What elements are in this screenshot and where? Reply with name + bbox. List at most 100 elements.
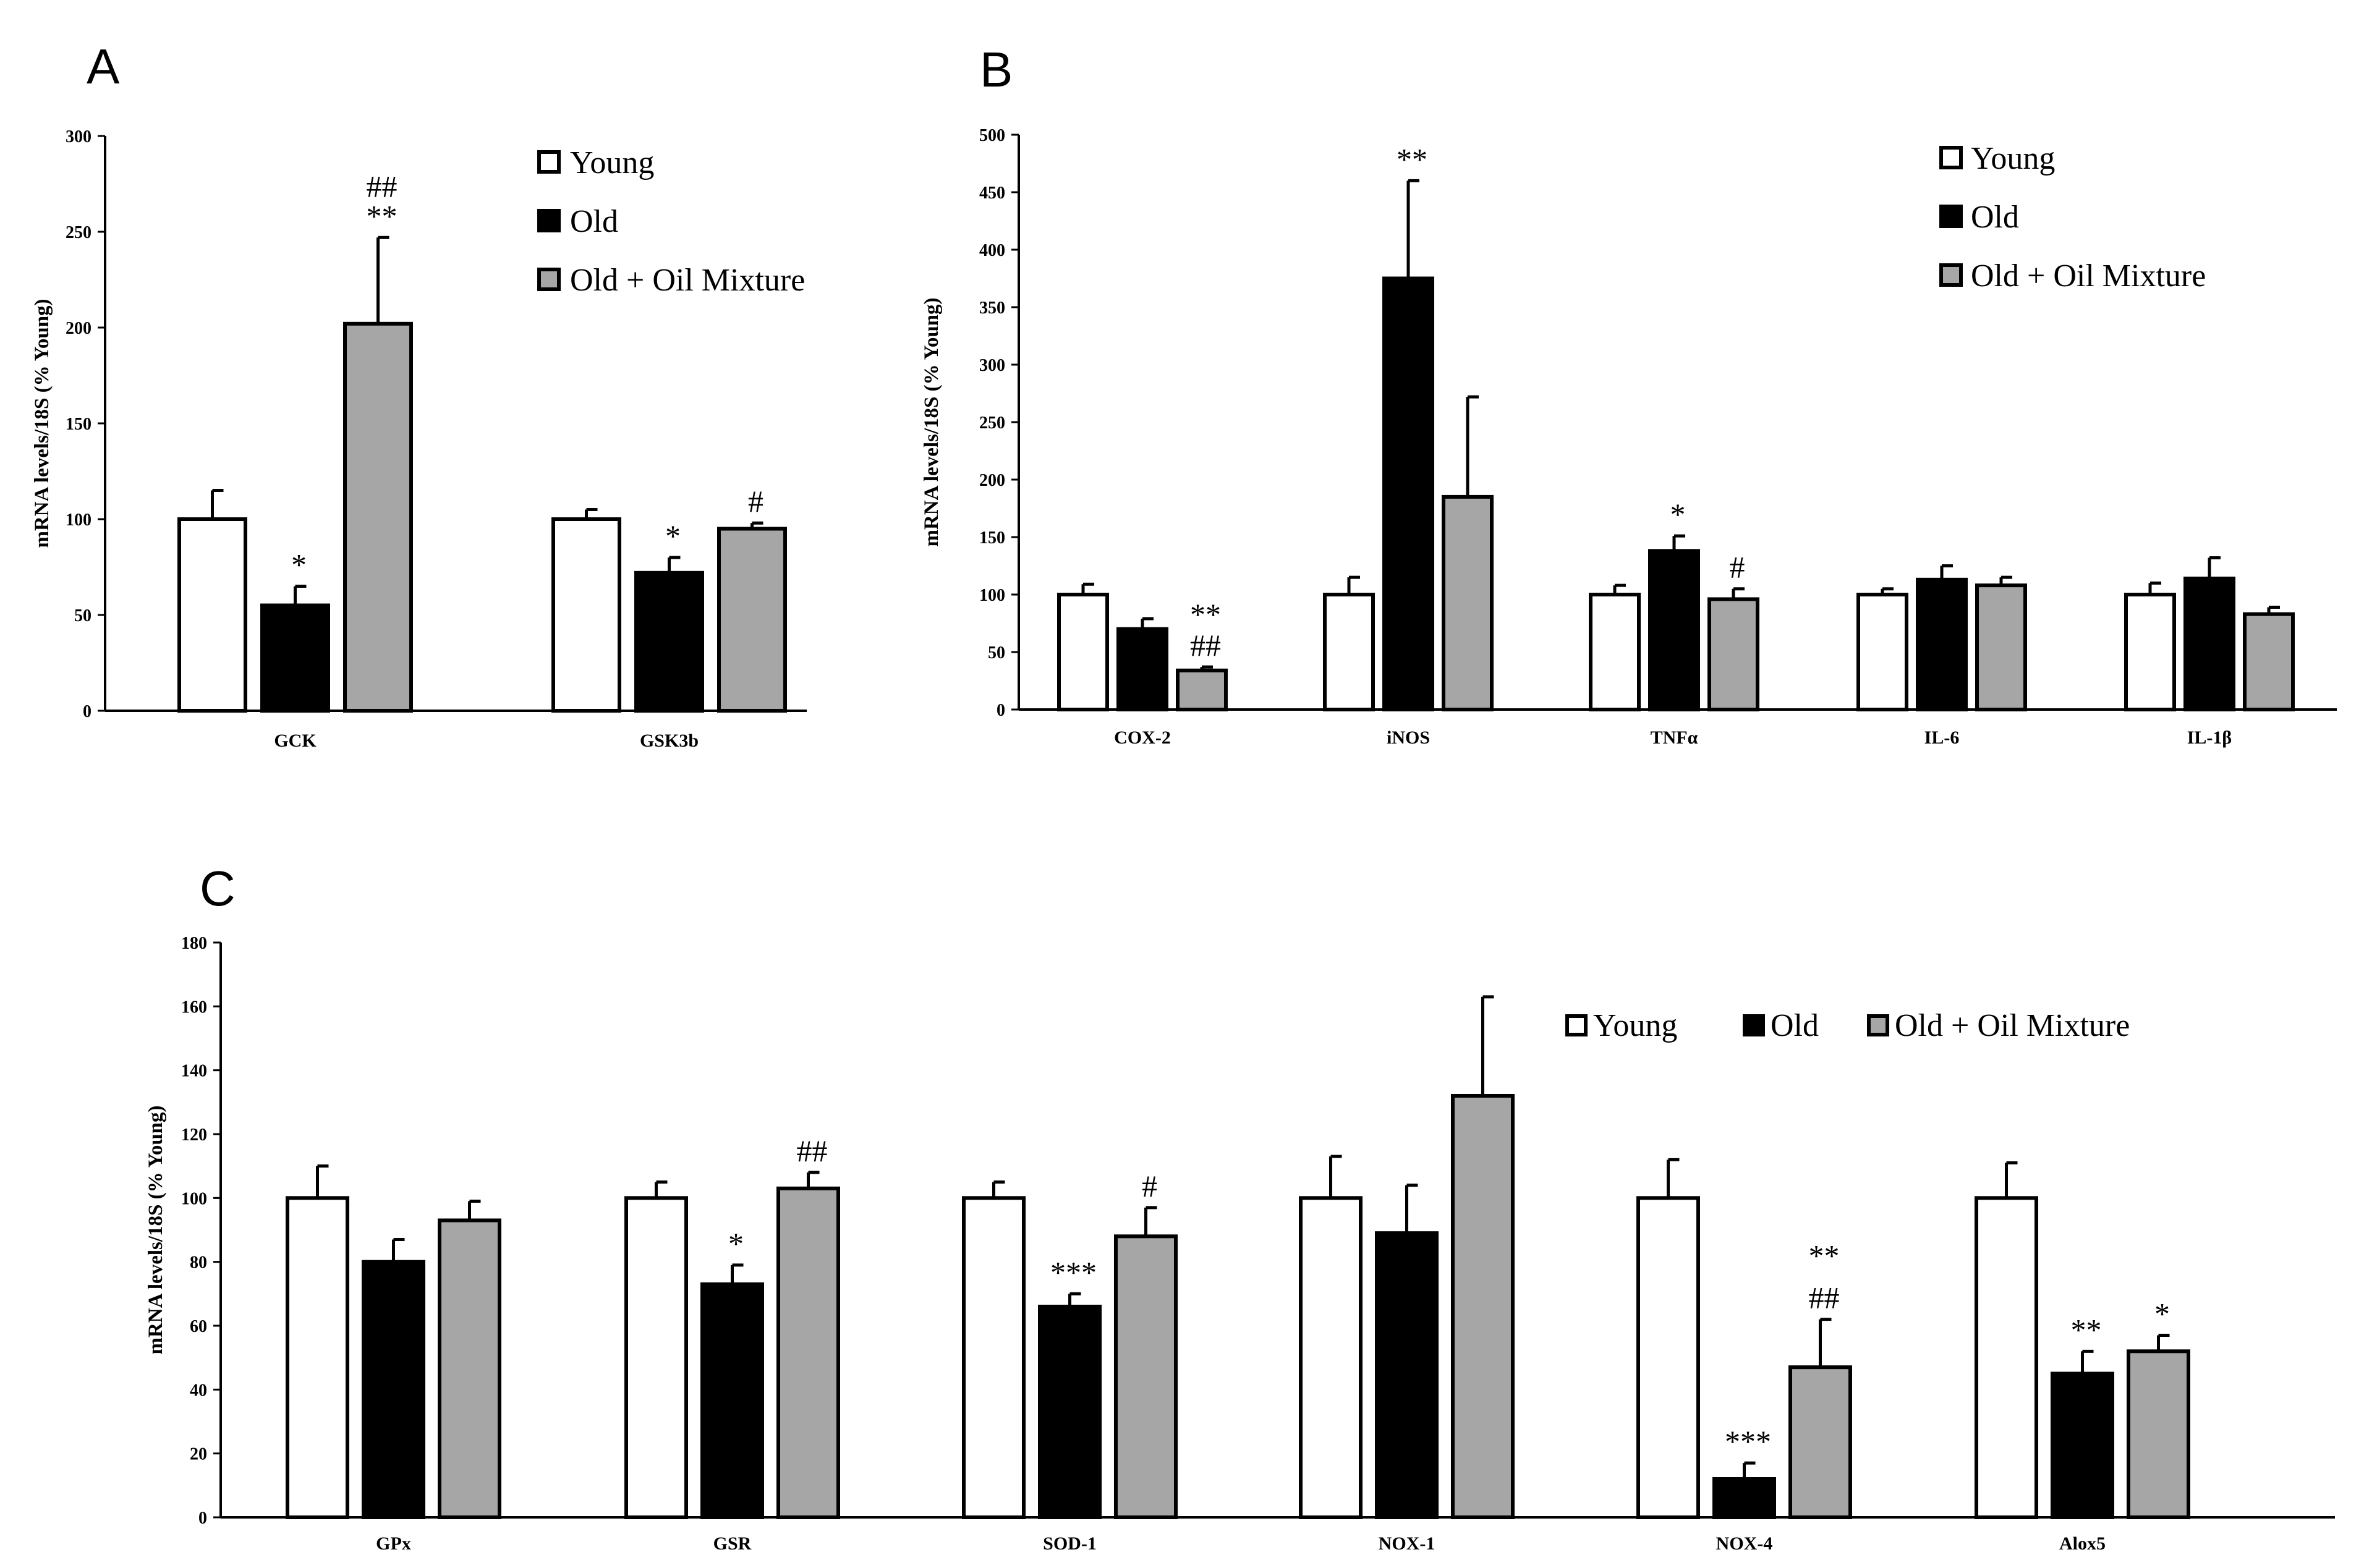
- bar-old-oil-mixture-gsr: [776, 1186, 840, 1520]
- y-tick-label: 300: [979, 356, 1005, 375]
- y-tick-label: 50: [74, 606, 91, 625]
- bar-old-il-1-: [2183, 576, 2235, 712]
- bar-old-gck: [260, 603, 330, 713]
- bar-young-il-6: [1856, 593, 1908, 711]
- significance-marker: ##: [797, 1134, 828, 1168]
- significance-marker: *: [665, 519, 681, 553]
- y-tick-label: 100: [979, 586, 1005, 605]
- significance-marker: ##: [1809, 1281, 1840, 1315]
- y-tick-label: 200: [66, 319, 91, 338]
- bar-young-gpx: [286, 1196, 349, 1520]
- y-tick-label: 150: [66, 415, 91, 434]
- legend-label: Young: [1971, 141, 2055, 176]
- y-tick-label: 150: [979, 528, 1005, 548]
- significance-marker: #: [1142, 1169, 1157, 1203]
- significance-marker: *: [2154, 1297, 2170, 1331]
- y-tick-label: 160: [181, 998, 207, 1017]
- bar-old-oil-mixture-sod-1: [1114, 1234, 1178, 1520]
- x-tick-label: GCK: [274, 731, 317, 751]
- significance-marker: ***: [1050, 1255, 1097, 1289]
- bar-old-gpx: [362, 1260, 425, 1519]
- bar-young-gck: [177, 517, 247, 713]
- bar-old-oil-mixture-nox-1: [1451, 1094, 1515, 1519]
- x-tick-label: GSK3b: [640, 731, 699, 751]
- x-tick-label: iNOS: [1387, 727, 1430, 748]
- bar-old-inos: [1382, 276, 1434, 711]
- y-tick-label: 80: [190, 1253, 207, 1273]
- legend-swatch-young: [1939, 146, 1963, 169]
- y-tick-label: 60: [190, 1317, 207, 1336]
- bar-young-nox-1: [1299, 1196, 1363, 1520]
- y-tick-label: 500: [979, 126, 1005, 145]
- legend-label: Young: [1593, 1008, 1677, 1043]
- y-tick-label: 400: [979, 241, 1005, 260]
- bar-old-nox-1: [1375, 1231, 1439, 1519]
- bar-old-sod-1: [1038, 1305, 1102, 1519]
- y-tick-label: 0: [997, 701, 1005, 720]
- y-tick-label: 120: [181, 1125, 207, 1145]
- x-tick-label: Alox5: [2059, 1533, 2106, 1554]
- legend: Young Old Old + Oil Mixture: [1939, 141, 2206, 294]
- significance-marker: **: [2071, 1312, 2102, 1347]
- bar-old-oil-mixture-il-1-: [2243, 612, 2295, 711]
- y-tick-label: 100: [66, 511, 91, 530]
- legend-swatch-old-oil-mixture: [1939, 263, 1963, 287]
- y-tick-label: 450: [979, 184, 1005, 203]
- significance-marker: ***: [1725, 1424, 1771, 1459]
- bar-young-gsr: [624, 1196, 688, 1520]
- significance-marker: **: [1809, 1239, 1840, 1273]
- legend-swatch-young: [537, 150, 561, 174]
- significance-marker: #: [748, 484, 763, 519]
- bar-old-cox-2: [1116, 627, 1168, 711]
- y-tick-label: 40: [190, 1381, 207, 1400]
- bar-young-il-1-: [2124, 593, 2176, 711]
- significance-marker: *: [1670, 497, 1686, 532]
- y-tick-label: 250: [66, 223, 91, 242]
- x-tick-label: COX-2: [1114, 727, 1171, 748]
- legend-swatch-old-oil-mixture: [537, 268, 561, 291]
- x-tick-label: NOX-1: [1379, 1533, 1435, 1554]
- legend: Young Old Old + Oil Mixture: [1565, 1008, 2130, 1043]
- legend-swatch-old: [1743, 1014, 1765, 1036]
- x-tick-label: IL-6: [1924, 727, 1960, 748]
- chart-panel-a: 0 50 100 150 200 250 300 mRNA levels/18S (% You…: [31, 127, 807, 751]
- legend-label: Old: [570, 204, 618, 239]
- bar-old-oil-mixture-il-6: [1975, 583, 2027, 711]
- bar-old-oil-mixture-cox-2: [1176, 668, 1228, 712]
- bar-old-gsr: [700, 1282, 764, 1519]
- y-tick-label: 100: [181, 1189, 207, 1208]
- legend-swatch-old: [1939, 205, 1963, 228]
- panel-label-b: B: [980, 42, 1013, 97]
- significance-marker: *: [291, 548, 307, 582]
- legend: Young Old Old + Oil Mixture: [537, 145, 805, 298]
- significance-marker: **: [1190, 597, 1221, 632]
- x-tick-label: TNFα: [1651, 727, 1698, 748]
- y-tick-label: 0: [83, 702, 91, 721]
- panel-label-a: A: [87, 39, 120, 94]
- bar-young-inos: [1323, 593, 1375, 711]
- bar-old-gsk3b: [634, 570, 704, 713]
- significance-marker: ##: [1190, 628, 1221, 663]
- y-tick-label: 180: [181, 934, 207, 953]
- legend-swatch-young: [1565, 1014, 1588, 1036]
- x-tick-label: GPx: [376, 1533, 411, 1554]
- legend-label: Old: [1771, 1008, 1819, 1043]
- y-tick-label: 140: [181, 1062, 207, 1081]
- y-tick-label: 50: [988, 643, 1005, 663]
- x-tick-label: NOX-4: [1716, 1533, 1773, 1554]
- bar-young-sod-1: [962, 1196, 1026, 1520]
- y-axis-label: mRNA levels/18S (% Young): [921, 297, 943, 546]
- y-axis-label: mRNA levels/18S (% Young): [31, 299, 53, 548]
- y-tick-label: 350: [979, 299, 1005, 318]
- bar-old-oil-mixture-alox5: [2127, 1349, 2190, 1519]
- x-tick-label: GSR: [713, 1533, 752, 1554]
- legend-swatch-old: [537, 209, 561, 232]
- y-axis-label: mRNA levels/18S (% Young): [145, 1105, 167, 1354]
- legend-label: Old + Oil Mixture: [1971, 258, 2206, 294]
- bar-young-alox5: [1975, 1196, 2038, 1520]
- chart-panel-b: 0 50 100 150 200 250 300 350 400 450 500 mRNA level…: [921, 126, 2337, 748]
- bar-old-oil-mixture-inos: [1442, 494, 1494, 712]
- bar-young-tnf-: [1589, 593, 1641, 711]
- x-tick-label: IL-1β: [2187, 727, 2232, 748]
